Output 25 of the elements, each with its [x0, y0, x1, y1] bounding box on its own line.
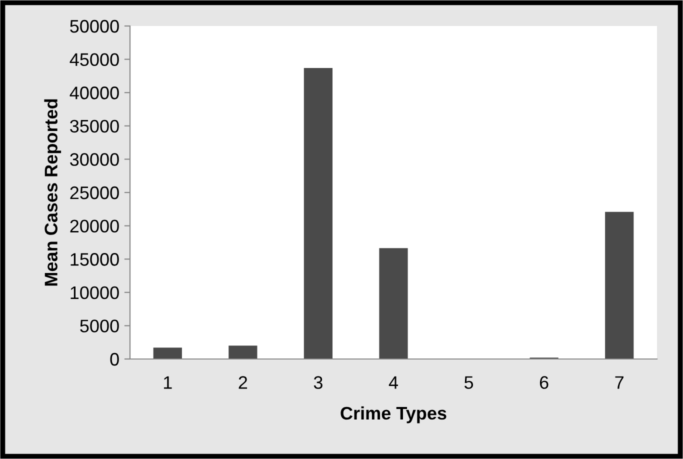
y-tick-label: 25000	[70, 186, 119, 200]
bar	[153, 348, 182, 359]
x-tick-label: 3	[314, 376, 322, 389]
x-tick-label: 5	[464, 376, 474, 389]
x-tick-label: 2	[238, 376, 248, 389]
bar	[228, 346, 258, 359]
y-tick-label: 5000	[80, 320, 119, 332]
x-tick-label: 1	[164, 376, 172, 389]
y-tick-label: 50000	[70, 20, 119, 33]
y-tick-label: 35000	[70, 120, 119, 133]
y-tick-label: 45000	[70, 53, 119, 66]
x-tick-label: 4	[388, 376, 398, 389]
bar	[605, 212, 634, 359]
y-tick-label: 10000	[70, 286, 119, 300]
y-tick-label: 40000	[70, 86, 119, 100]
y-axis-title: Mean Cases Reported	[44, 99, 62, 286]
x-tick-label: 7	[615, 376, 624, 389]
y-tick-label: 15000	[70, 253, 119, 266]
bar	[379, 248, 408, 359]
x-tick-label: 6	[540, 376, 548, 389]
y-tick-label: 30000	[70, 153, 119, 166]
x-axis-title: Crime Types	[340, 406, 446, 424]
bar	[304, 68, 333, 359]
y-tick-label: 0	[110, 352, 119, 366]
y-tick-label: 20000	[70, 220, 119, 233]
